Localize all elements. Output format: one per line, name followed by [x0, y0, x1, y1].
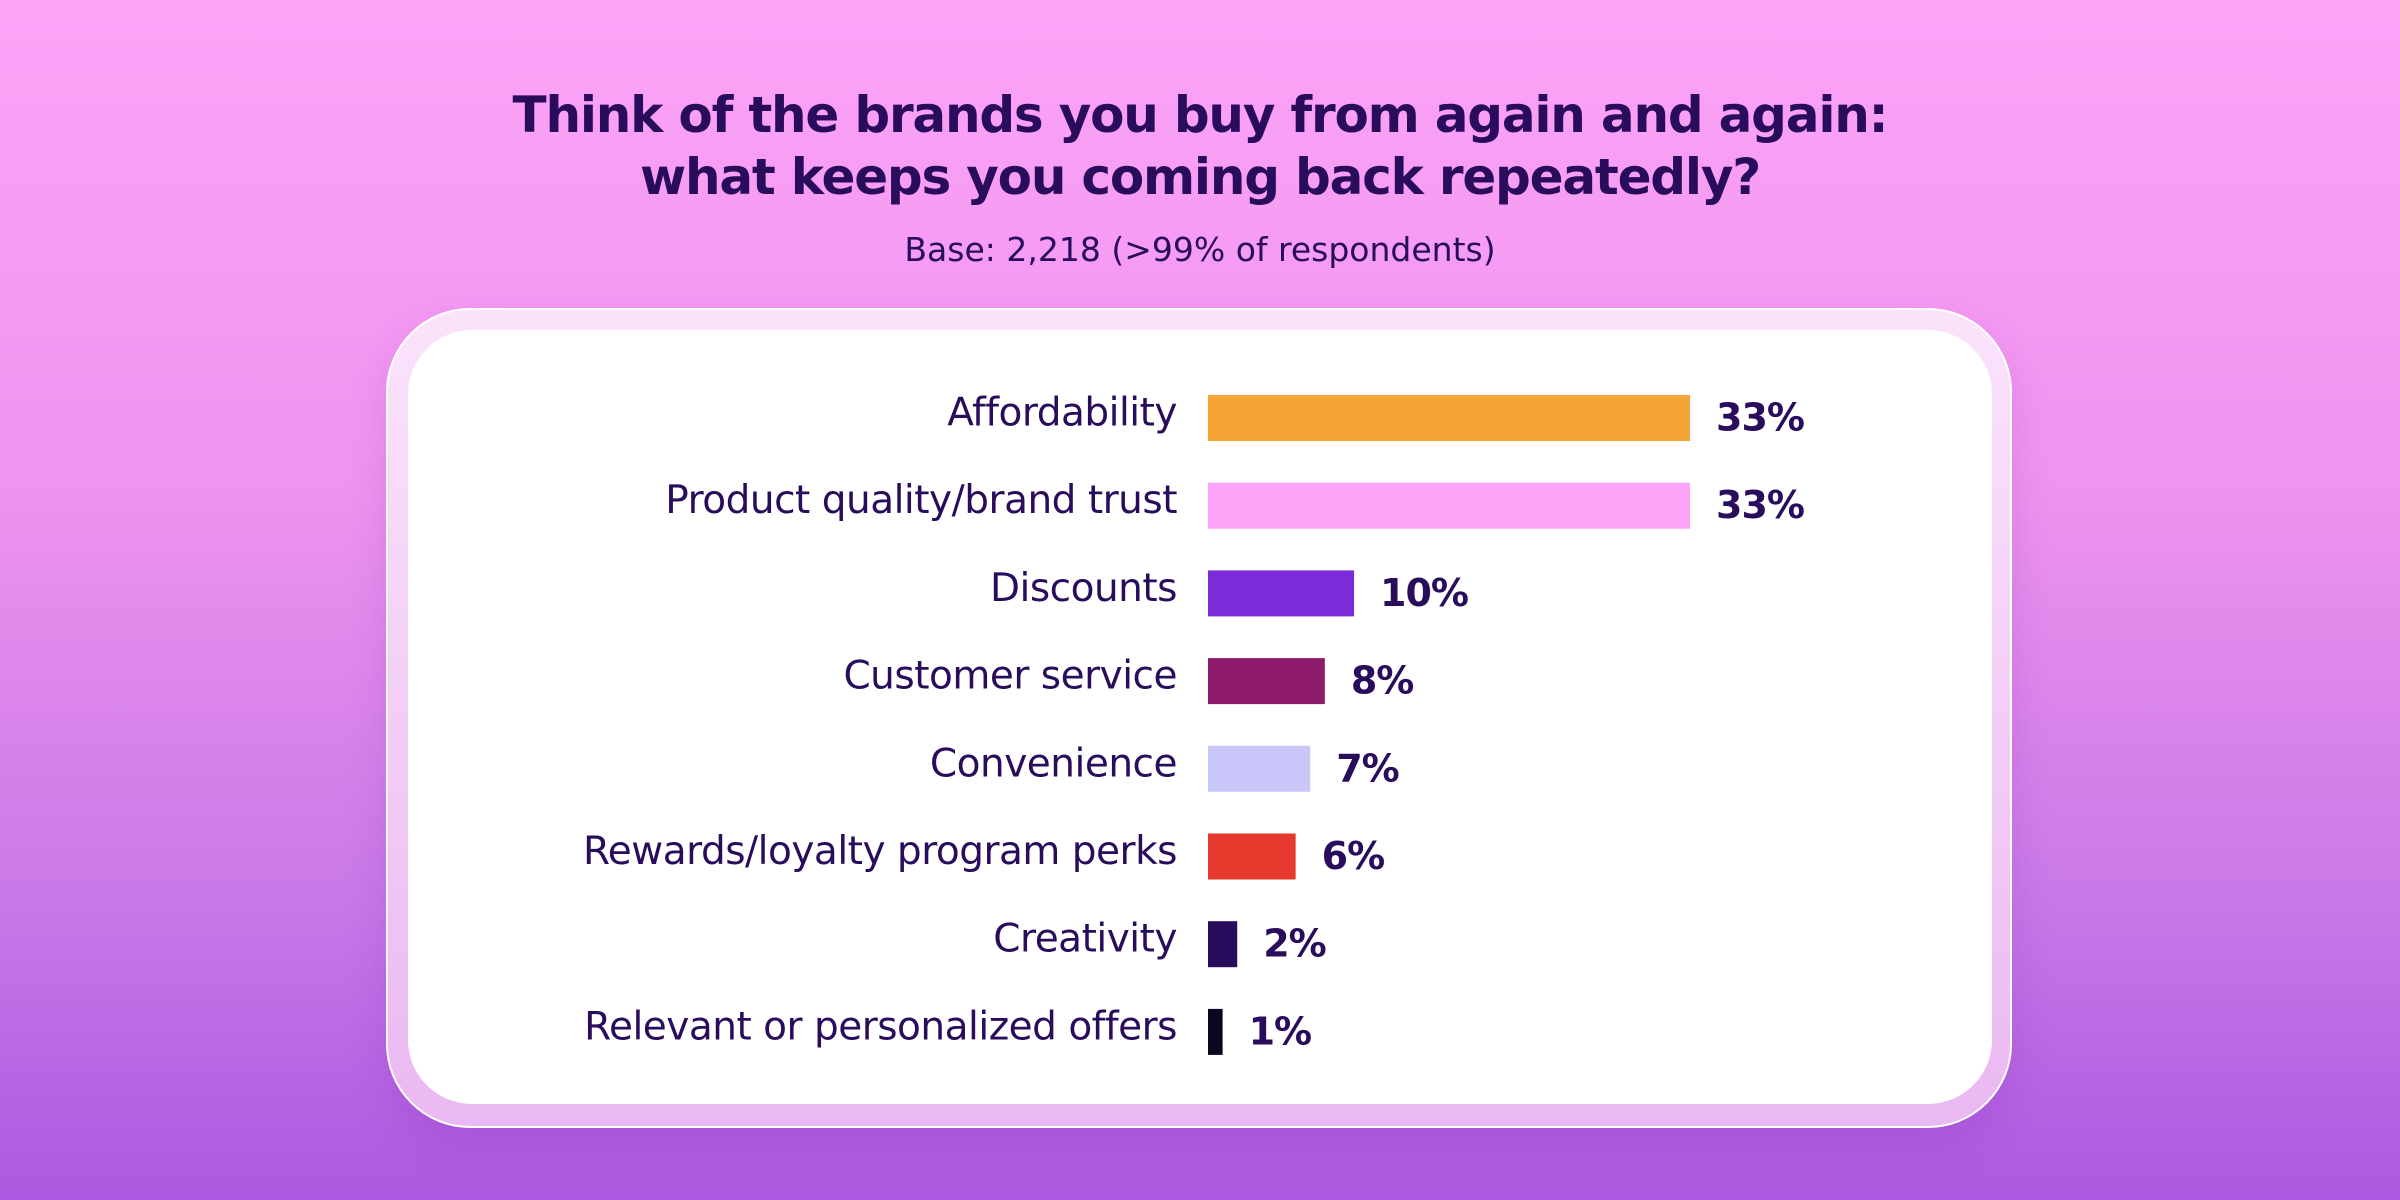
value-label: 33% — [1716, 396, 1804, 440]
value-label: 33% — [1716, 483, 1804, 527]
bar — [1208, 482, 1690, 529]
category-label: Rewards/loyalty program perks — [583, 829, 1177, 874]
category-label: Affordability — [947, 391, 1177, 436]
chart-title-line-2: what keeps you coming back repeatedly? — [639, 148, 1761, 206]
bar-row: Rewards/loyalty program perks 6% — [583, 829, 1385, 880]
category-label: Relevant or personalized offers — [584, 1004, 1177, 1049]
bar — [1208, 658, 1325, 705]
category-label: Convenience — [930, 741, 1177, 786]
bar-row: Convenience 7% — [930, 741, 1400, 792]
bar — [1208, 833, 1296, 880]
chart-title-line-1: Think of the brands you buy from again a… — [512, 86, 1889, 144]
chart-title: Think of the brands you buy from again a… — [0, 84, 2400, 208]
bar — [1208, 745, 1311, 792]
bar-row: Discounts 10% — [990, 566, 1469, 617]
bar-row: Affordability 33% — [947, 391, 1805, 441]
chart-card — [408, 330, 1992, 1104]
value-label: 6% — [1322, 834, 1385, 878]
bar — [1208, 395, 1690, 441]
bar — [1208, 570, 1355, 617]
bar — [1208, 1008, 1223, 1055]
category-label: Creativity — [993, 917, 1177, 962]
value-label: 10% — [1380, 571, 1468, 615]
bar-row: Creativity 2% — [993, 917, 1327, 968]
bar — [1208, 921, 1238, 968]
bar-row: Product quality/brand trust 33% — [665, 478, 1805, 529]
category-label: Customer service — [843, 654, 1177, 699]
bar-row: Relevant or personalized offers 1% — [584, 1004, 1312, 1055]
category-label: Product quality/brand trust — [665, 478, 1177, 523]
chart-header: Think of the brands you buy from again a… — [0, 84, 2400, 270]
value-label: 1% — [1249, 1009, 1312, 1053]
bar-row: Customer service 8% — [843, 654, 1414, 705]
value-label: 8% — [1351, 659, 1414, 703]
chart-subtitle: Base: 2,218 (>99% of respondents) — [904, 230, 1496, 269]
value-label: 2% — [1263, 922, 1326, 966]
category-label: Discounts — [990, 566, 1177, 611]
value-label: 7% — [1336, 746, 1399, 790]
